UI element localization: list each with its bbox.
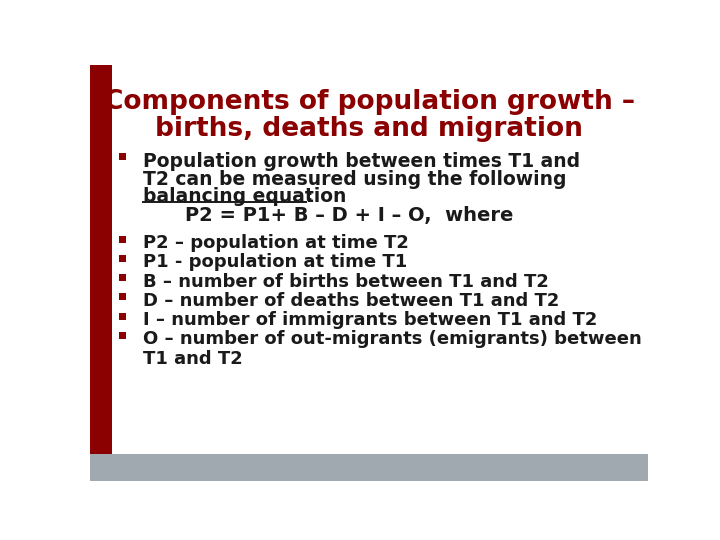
Text: Population growth between times T1 and: Population growth between times T1 and [143, 152, 580, 171]
Bar [90, 454, 648, 481]
Bar [120, 274, 127, 281]
Text: P2 – population at time T2: P2 – population at time T2 [143, 234, 408, 252]
Text: T1 and T2: T1 and T2 [143, 350, 243, 368]
Bar [120, 294, 127, 300]
Text: T2 can be measured using the following: T2 can be measured using the following [143, 170, 566, 188]
Bar [120, 236, 127, 242]
Bar [120, 332, 127, 339]
Text: :: : [306, 187, 314, 206]
Bar [120, 313, 127, 320]
Text: P2 = P1+ B – D + I – O,  where: P2 = P1+ B – D + I – O, where [158, 206, 513, 226]
Bar [120, 255, 127, 262]
Text: P1 - population at time T1: P1 - population at time T1 [143, 253, 407, 272]
Text: Components of population growth –: Components of population growth – [104, 90, 634, 116]
Text: B – number of births between T1 and T2: B – number of births between T1 and T2 [143, 273, 549, 291]
Bar [120, 153, 127, 160]
Text: O – number of out-migrants (emigrants) between: O – number of out-migrants (emigrants) b… [143, 330, 642, 348]
Text: I – number of immigrants between T1 and T2: I – number of immigrants between T1 and … [143, 311, 597, 329]
Bar [90, 65, 112, 454]
Text: D – number of deaths between T1 and T2: D – number of deaths between T1 and T2 [143, 292, 559, 310]
Text: balancing equation: balancing equation [143, 187, 346, 206]
Text: births, deaths and migration: births, deaths and migration [155, 116, 583, 141]
